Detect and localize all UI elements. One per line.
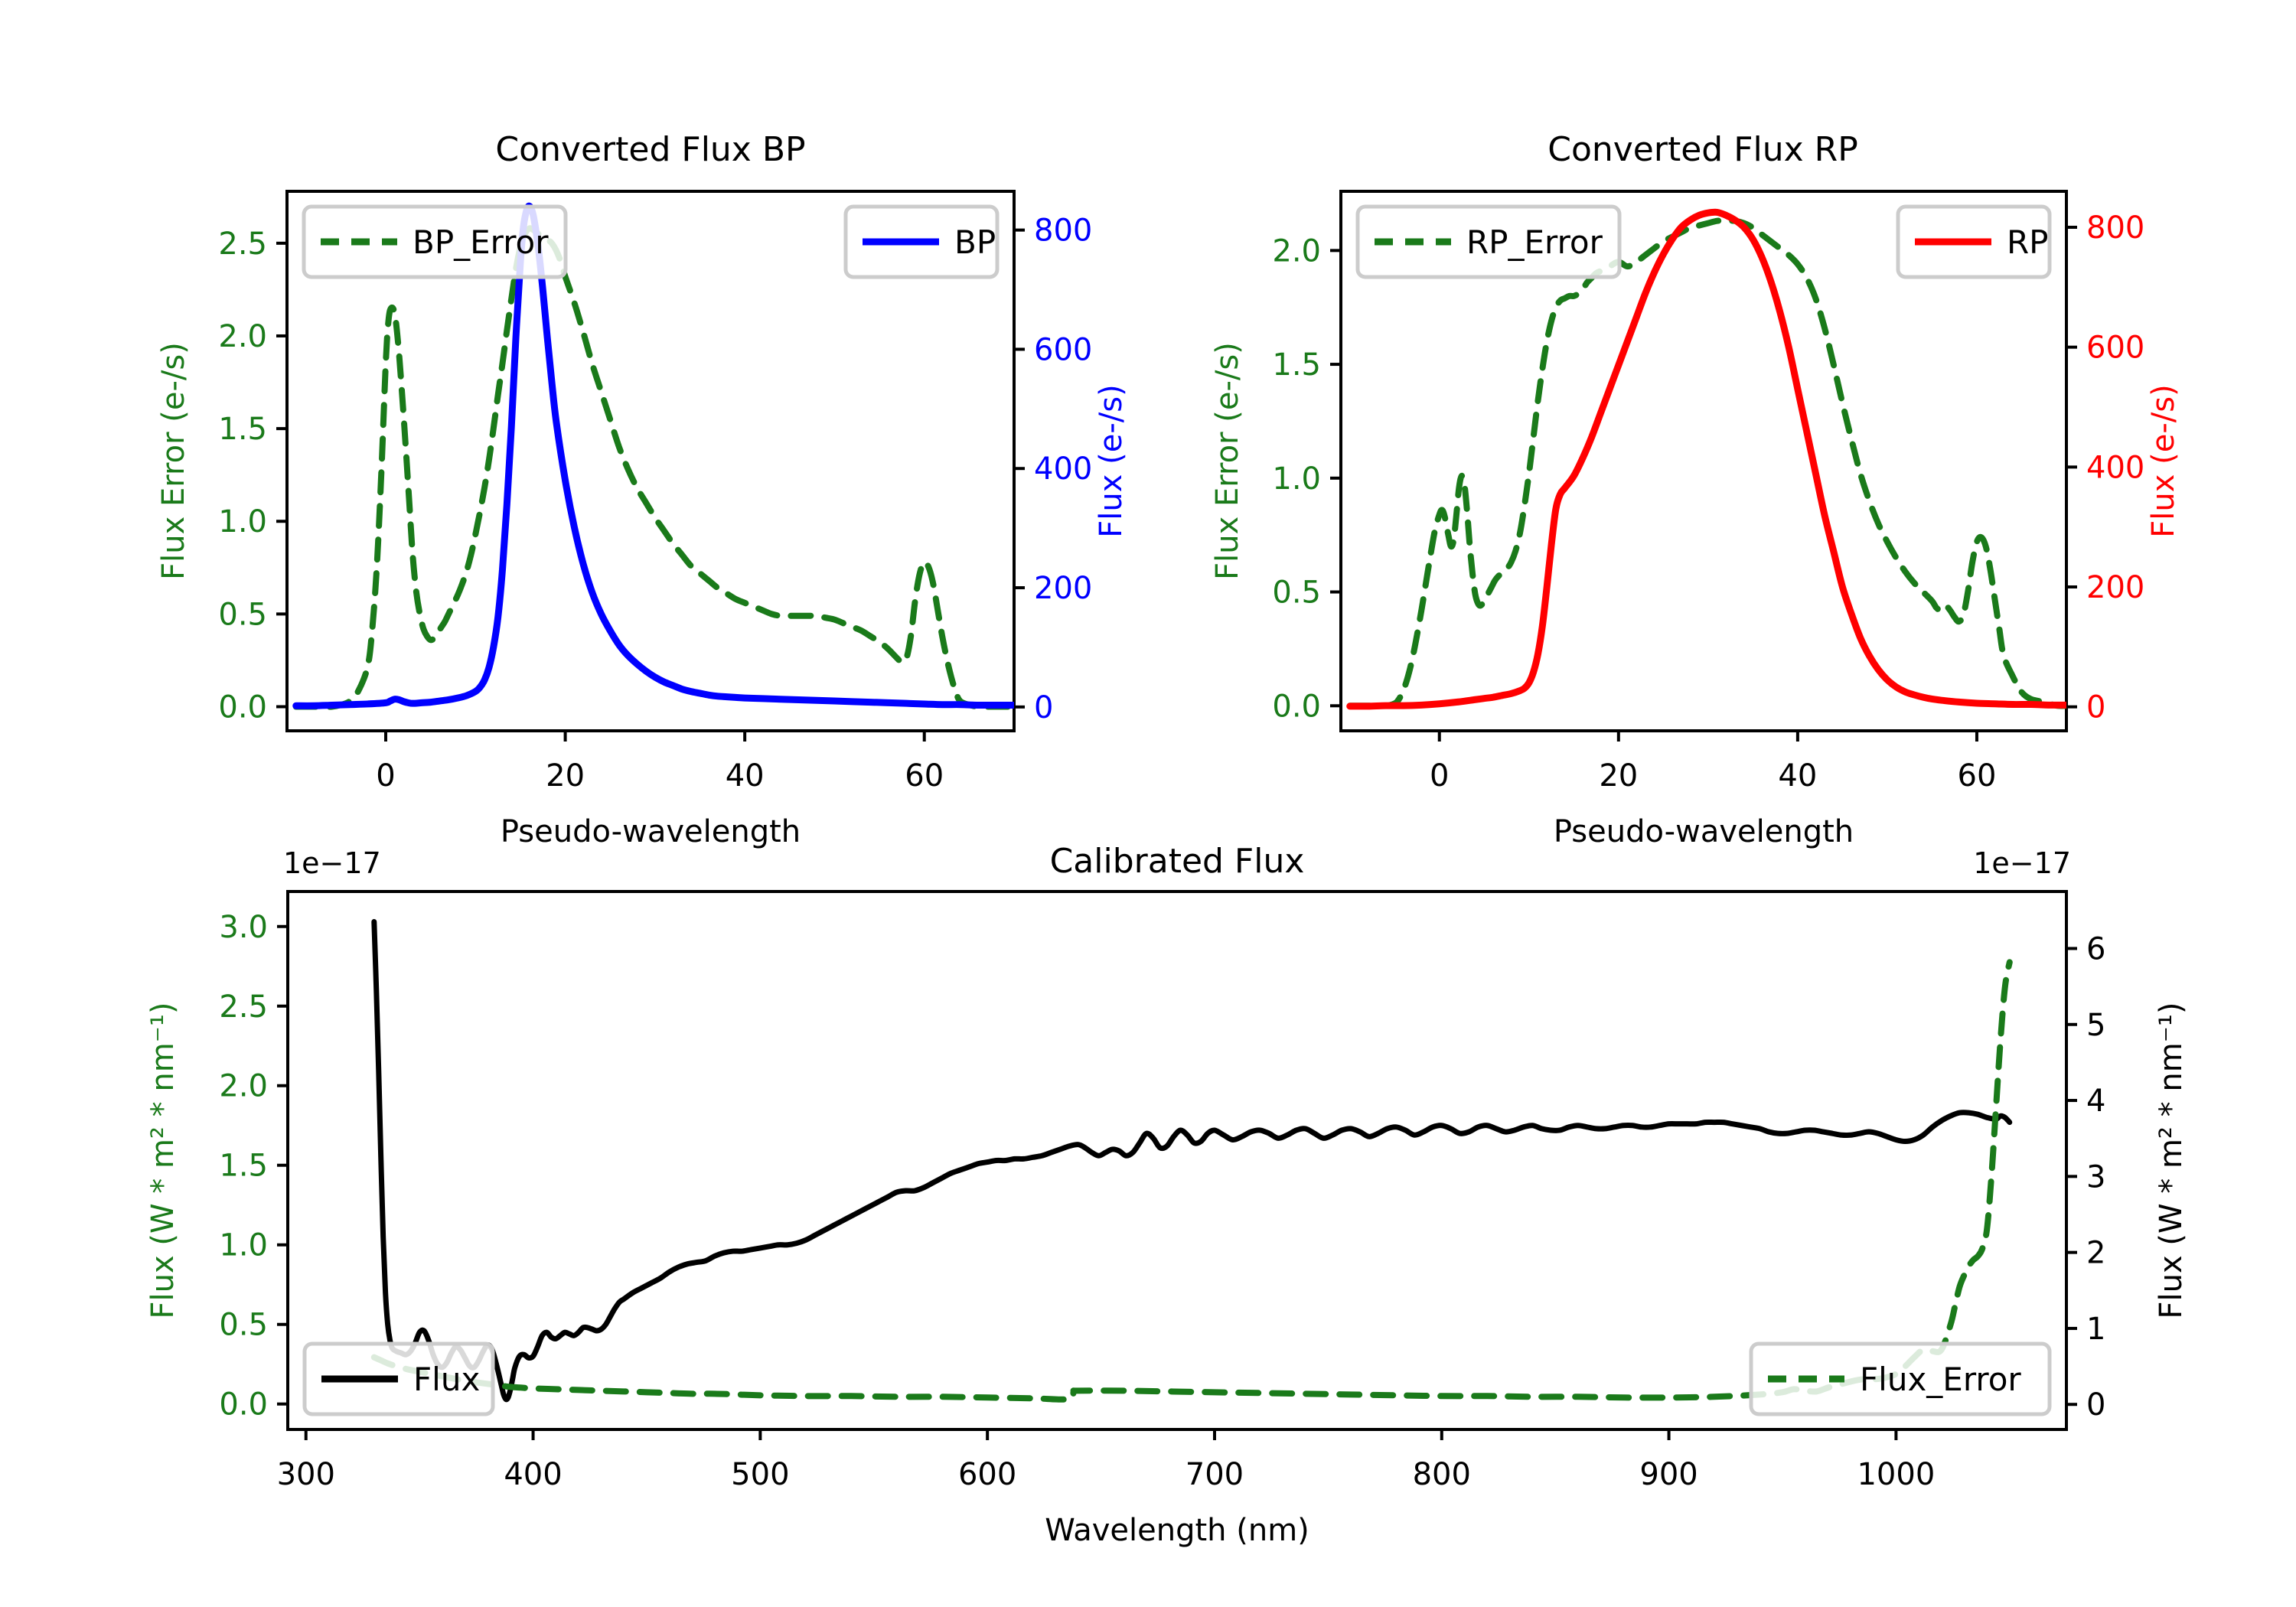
y-axis-label-left: Flux Error (e-/s) [1210, 342, 1245, 580]
y-tick-label-left: 2.0 [218, 319, 267, 354]
y-tick-label-right: 0 [1034, 690, 1053, 725]
y-tick-label-left: 1.0 [1272, 461, 1321, 497]
legend-rp[interactable]: RP [1896, 204, 2052, 279]
y-tick-label-left: 0.5 [219, 1308, 268, 1343]
y-tick-label-left: 0.0 [1272, 689, 1321, 724]
y-tick-label-right: 200 [2086, 570, 2144, 605]
legend-box [1749, 1341, 2052, 1416]
x-tick-label: 600 [958, 1457, 1016, 1492]
series-line-bp_error [292, 225, 1014, 710]
x-tick-label: 60 [905, 758, 944, 794]
y-axis-label-right: Flux (e-/s) [1094, 384, 1129, 537]
x-tick-label: 40 [726, 758, 765, 794]
legend-label: BP [954, 223, 996, 261]
y-tick-label-left: 1.5 [1272, 347, 1321, 383]
legend-rp_error[interactable]: RP_Error [1355, 204, 1622, 279]
y-tick-label-right: 600 [1034, 332, 1092, 367]
y-axis-label-right: Flux (e-/s) [2146, 384, 2181, 537]
y-tick-label-left: 1.5 [218, 412, 267, 447]
series-line-rp [1346, 208, 2066, 710]
legend-box [1355, 204, 1622, 279]
y-tick-label-right: 3 [2086, 1159, 2105, 1195]
y-tick-label-right: 800 [1034, 214, 1092, 249]
y-tick-label-right: 1 [2086, 1312, 2105, 1347]
x-tick-label: 900 [1639, 1457, 1698, 1492]
y-tick-label-right: 600 [2086, 331, 2144, 366]
legend-flux[interactable]: Flux [302, 1341, 495, 1416]
panel-converted-flux-rp: Converted Flux RP 0 20 40 60 Pseudo-waveleng… [1102, 0, 2296, 849]
x-axis-label: Pseudo-wavelength [1554, 814, 1854, 849]
y-tick-label-left: 1.5 [219, 1149, 268, 1184]
x-tick-label: 0 [376, 758, 395, 794]
y-tick-label-right: 4 [2086, 1084, 2105, 1119]
x-tick-label: 1000 [1857, 1457, 1935, 1492]
panel-converted-flux-bp: Converted Flux BP 0 20 40 60 Pseudo-waveleng… [0, 0, 1194, 849]
legend-bp_error[interactable]: BP_Error [302, 204, 568, 279]
y-tick-label-left: 0.5 [1272, 575, 1321, 611]
y-tick-label-right: 6 [2086, 931, 2105, 966]
y-axis-label-right: Flux (W * m² * nm⁻¹) [2154, 1002, 2189, 1319]
y-tick-label-left: 1.0 [219, 1228, 268, 1263]
plot-frame [285, 190, 1016, 732]
x-tick-label: 500 [731, 1457, 789, 1492]
y-axis-label-left: Flux Error (e-/s) [156, 342, 191, 580]
x-tick-label: 40 [1778, 758, 1817, 794]
legend-label: BP_Error [413, 223, 549, 261]
legend-label: RP_Error [1466, 223, 1603, 261]
y-tick-label-right: 200 [1034, 571, 1092, 606]
y-tick-label-left: 2.0 [1272, 233, 1321, 269]
y-tick-label-left: 0.0 [219, 1387, 268, 1423]
series-line-flux_error [370, 959, 2013, 1403]
offset-text-right: 1e−17 [1973, 846, 2071, 880]
plot-frame [1339, 190, 2068, 732]
series-line-rp_error [1346, 217, 2066, 709]
y-tick-label-left: 2.5 [219, 989, 268, 1025]
x-tick-label: 60 [1958, 758, 1997, 794]
series-line-bp [292, 202, 1014, 709]
y-axis-label-left: Flux (W * m² * nm⁻¹) [145, 1002, 181, 1319]
panel-title-rp: Converted Flux RP [1548, 130, 1858, 169]
y-tick-label-right: 400 [1034, 451, 1092, 487]
y-tick-label-right: 0 [2086, 1387, 2105, 1423]
legend-label: Flux_Error [1860, 1361, 2021, 1398]
y-tick-label-right: 0 [2086, 690, 2105, 725]
x-tick-label: 20 [1599, 758, 1638, 794]
x-tick-label: 300 [277, 1457, 335, 1492]
y-tick-label-right: 2 [2086, 1236, 2105, 1271]
legend-label: Flux [413, 1361, 480, 1398]
offset-text-left: 1e−17 [283, 846, 381, 880]
y-tick-label-right: 800 [2086, 210, 2144, 246]
y-tick-label-left: 3.0 [219, 910, 268, 945]
y-tick-label-left: 0.0 [218, 690, 267, 725]
legend-label: RP [2007, 223, 2049, 261]
legend-bp[interactable]: BP [843, 204, 1000, 279]
x-axis-label: Wavelength (nm) [1045, 1513, 1309, 1548]
x-axis-label: Pseudo-wavelength [501, 814, 801, 849]
panel-calibrated-flux: Calibrated Flux 300 400 500 600 700 800 900 100… [0, 788, 2296, 1607]
y-tick-label-right: 400 [2086, 450, 2144, 485]
y-tick-label-right: 5 [2086, 1008, 2105, 1043]
plot-frame [286, 890, 2068, 1431]
legend-flux_error[interactable]: Flux_Error [1749, 1341, 2052, 1416]
series-line-flux [371, 919, 2013, 1403]
x-tick-label: 700 [1186, 1457, 1244, 1492]
panel-title-calibrated: Calibrated Flux [1050, 842, 1305, 881]
legend-box [302, 1341, 495, 1416]
y-tick-label-left: 1.0 [218, 504, 267, 539]
x-tick-label: 20 [546, 758, 585, 794]
x-tick-label: 0 [1430, 758, 1449, 794]
x-tick-label: 400 [504, 1457, 562, 1492]
y-tick-label-left: 2.0 [219, 1069, 268, 1104]
x-tick-label: 800 [1413, 1457, 1471, 1492]
y-tick-label-left: 2.5 [218, 227, 267, 262]
y-tick-label-left: 0.5 [218, 597, 267, 632]
legend-box [302, 204, 568, 279]
panel-title-bp: Converted Flux BP [495, 130, 805, 169]
